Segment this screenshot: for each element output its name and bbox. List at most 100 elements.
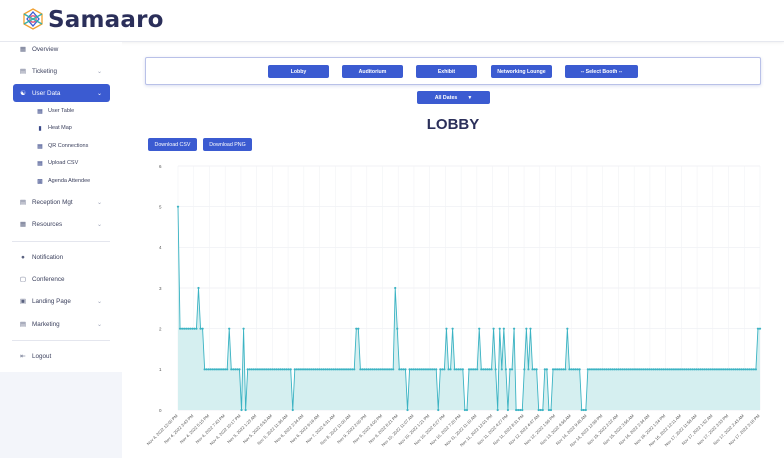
brand-name: Samaaro bbox=[48, 7, 164, 33]
data-point bbox=[217, 368, 221, 371]
data-point bbox=[303, 368, 307, 371]
bell-icon: ● bbox=[21, 253, 25, 261]
data-point bbox=[424, 368, 428, 371]
download-csv-button[interactable]: Download CSV bbox=[148, 138, 197, 151]
marketing-icon: ▤ bbox=[19, 321, 27, 328]
sidebar-subitem-heat-map[interactable]: ▮ Heat Map bbox=[36, 121, 72, 135]
sidebar-item-conference[interactable]: ▢ Conference bbox=[13, 270, 110, 288]
data-point bbox=[693, 368, 696, 371]
networking-lounge-button[interactable]: Networking Lounge bbox=[491, 65, 552, 78]
data-point bbox=[426, 368, 430, 371]
data-point bbox=[517, 408, 520, 412]
data-point bbox=[338, 368, 341, 371]
data-point bbox=[494, 368, 497, 371]
chevron-down-icon: ⌄ bbox=[96, 90, 102, 97]
data-point bbox=[683, 368, 686, 371]
sidebar-item-logout[interactable]: ⇤ Logout bbox=[13, 347, 110, 365]
data-point bbox=[717, 368, 721, 371]
data-point bbox=[750, 368, 753, 371]
conference-icon: ▢ bbox=[19, 276, 27, 283]
sidebar-item-label: Overview bbox=[32, 45, 59, 53]
sidebar-item-reception-mgt[interactable]: ▤ Reception Mgt ⌄ bbox=[13, 193, 110, 211]
data-point bbox=[236, 368, 239, 371]
sidebar-subitem-qr-connections[interactable]: ▦ QR Connections bbox=[36, 139, 88, 153]
data-point bbox=[707, 368, 710, 371]
data-point bbox=[412, 368, 415, 371]
ticket-icon: ▤ bbox=[19, 68, 27, 75]
data-point bbox=[310, 368, 313, 371]
data-point bbox=[308, 368, 311, 371]
data-point bbox=[646, 368, 649, 371]
data-point bbox=[283, 368, 286, 371]
data-point bbox=[685, 368, 688, 371]
data-point bbox=[590, 368, 594, 371]
data-point bbox=[279, 368, 282, 371]
sidebar-subitem-user-table[interactable]: ▦ User Table bbox=[36, 104, 74, 118]
date-filter-dropdown[interactable]: All Dates ▼ bbox=[417, 91, 490, 104]
data-point bbox=[547, 408, 551, 412]
data-point bbox=[180, 327, 184, 330]
sidebar-item-landing-page[interactable]: ▣ Landing Page ⌄ bbox=[13, 292, 110, 310]
data-point bbox=[758, 327, 762, 330]
chevron-down-icon: ⌄ bbox=[96, 298, 102, 305]
samaaro-logo-icon bbox=[23, 8, 43, 30]
data-point bbox=[451, 327, 454, 330]
sidebar-item-label: Logout bbox=[32, 352, 52, 360]
data-point bbox=[627, 368, 630, 371]
data-point bbox=[365, 368, 368, 371]
data-point bbox=[474, 368, 477, 371]
sidebar-item-resources[interactable]: ▦ Resources ⌄ bbox=[13, 215, 110, 233]
sidebar-divider bbox=[12, 241, 110, 242]
data-point bbox=[377, 368, 380, 371]
data-point bbox=[248, 368, 251, 371]
data-point bbox=[633, 368, 637, 371]
sidebar-footer-bg bbox=[0, 372, 122, 458]
data-point bbox=[541, 408, 544, 412]
data-point bbox=[719, 368, 723, 371]
sidebar-subitem-upload-csv[interactable]: ▦ Upload CSV bbox=[36, 156, 78, 170]
sidebar-item-label: Conference bbox=[32, 275, 65, 283]
document-icon: ▮ bbox=[38, 125, 42, 132]
data-point bbox=[558, 368, 561, 371]
data-point bbox=[537, 408, 540, 412]
data-point bbox=[422, 368, 426, 371]
data-point bbox=[709, 368, 712, 371]
data-point bbox=[681, 368, 684, 371]
caret-down-icon: ▼ bbox=[467, 94, 473, 101]
data-point bbox=[433, 368, 436, 371]
data-point bbox=[297, 368, 301, 371]
sidebar-item-ticketing[interactable]: ▤ Ticketing ⌄ bbox=[13, 62, 110, 80]
data-point bbox=[529, 327, 532, 330]
data-point bbox=[361, 368, 364, 371]
data-point bbox=[662, 368, 665, 371]
data-point bbox=[533, 368, 536, 371]
download-png-button[interactable]: Download PNG bbox=[203, 138, 252, 151]
select-booth-dropdown[interactable]: -- Select Booth -- bbox=[565, 65, 638, 78]
data-point bbox=[183, 327, 186, 330]
sidebar-subitem-agenda-attendee[interactable]: ▩ Agenda Attendee bbox=[36, 174, 90, 188]
data-point bbox=[652, 368, 655, 371]
data-point bbox=[439, 368, 442, 371]
data-point bbox=[224, 368, 227, 371]
data-point bbox=[265, 368, 268, 371]
y-tick-label: 4 bbox=[159, 245, 162, 250]
sidebar-item-notification[interactable]: ● Notification bbox=[13, 248, 110, 266]
lobby-button[interactable]: Lobby bbox=[268, 65, 329, 78]
sidebar-item-user-data[interactable]: ☯ User Data ⌄ bbox=[13, 84, 110, 102]
data-point bbox=[299, 368, 303, 371]
chevron-down-icon: ⌄ bbox=[96, 221, 102, 228]
data-point bbox=[281, 368, 284, 371]
data-point bbox=[471, 368, 475, 371]
grid-icon: ▦ bbox=[37, 143, 43, 150]
data-point bbox=[539, 408, 542, 412]
exhibit-button[interactable]: Exhibit bbox=[416, 65, 477, 78]
data-point bbox=[508, 368, 512, 371]
sidebar-item-overview[interactable]: ▦ Overview bbox=[13, 40, 110, 58]
sidebar-item-marketing[interactable]: ▤ Marketing ⌄ bbox=[13, 315, 110, 333]
data-point bbox=[640, 368, 643, 371]
data-point bbox=[463, 408, 467, 412]
auditorium-button[interactable]: Auditorium bbox=[342, 65, 403, 78]
data-point bbox=[379, 368, 382, 371]
data-point bbox=[691, 368, 694, 371]
data-point bbox=[515, 408, 518, 412]
